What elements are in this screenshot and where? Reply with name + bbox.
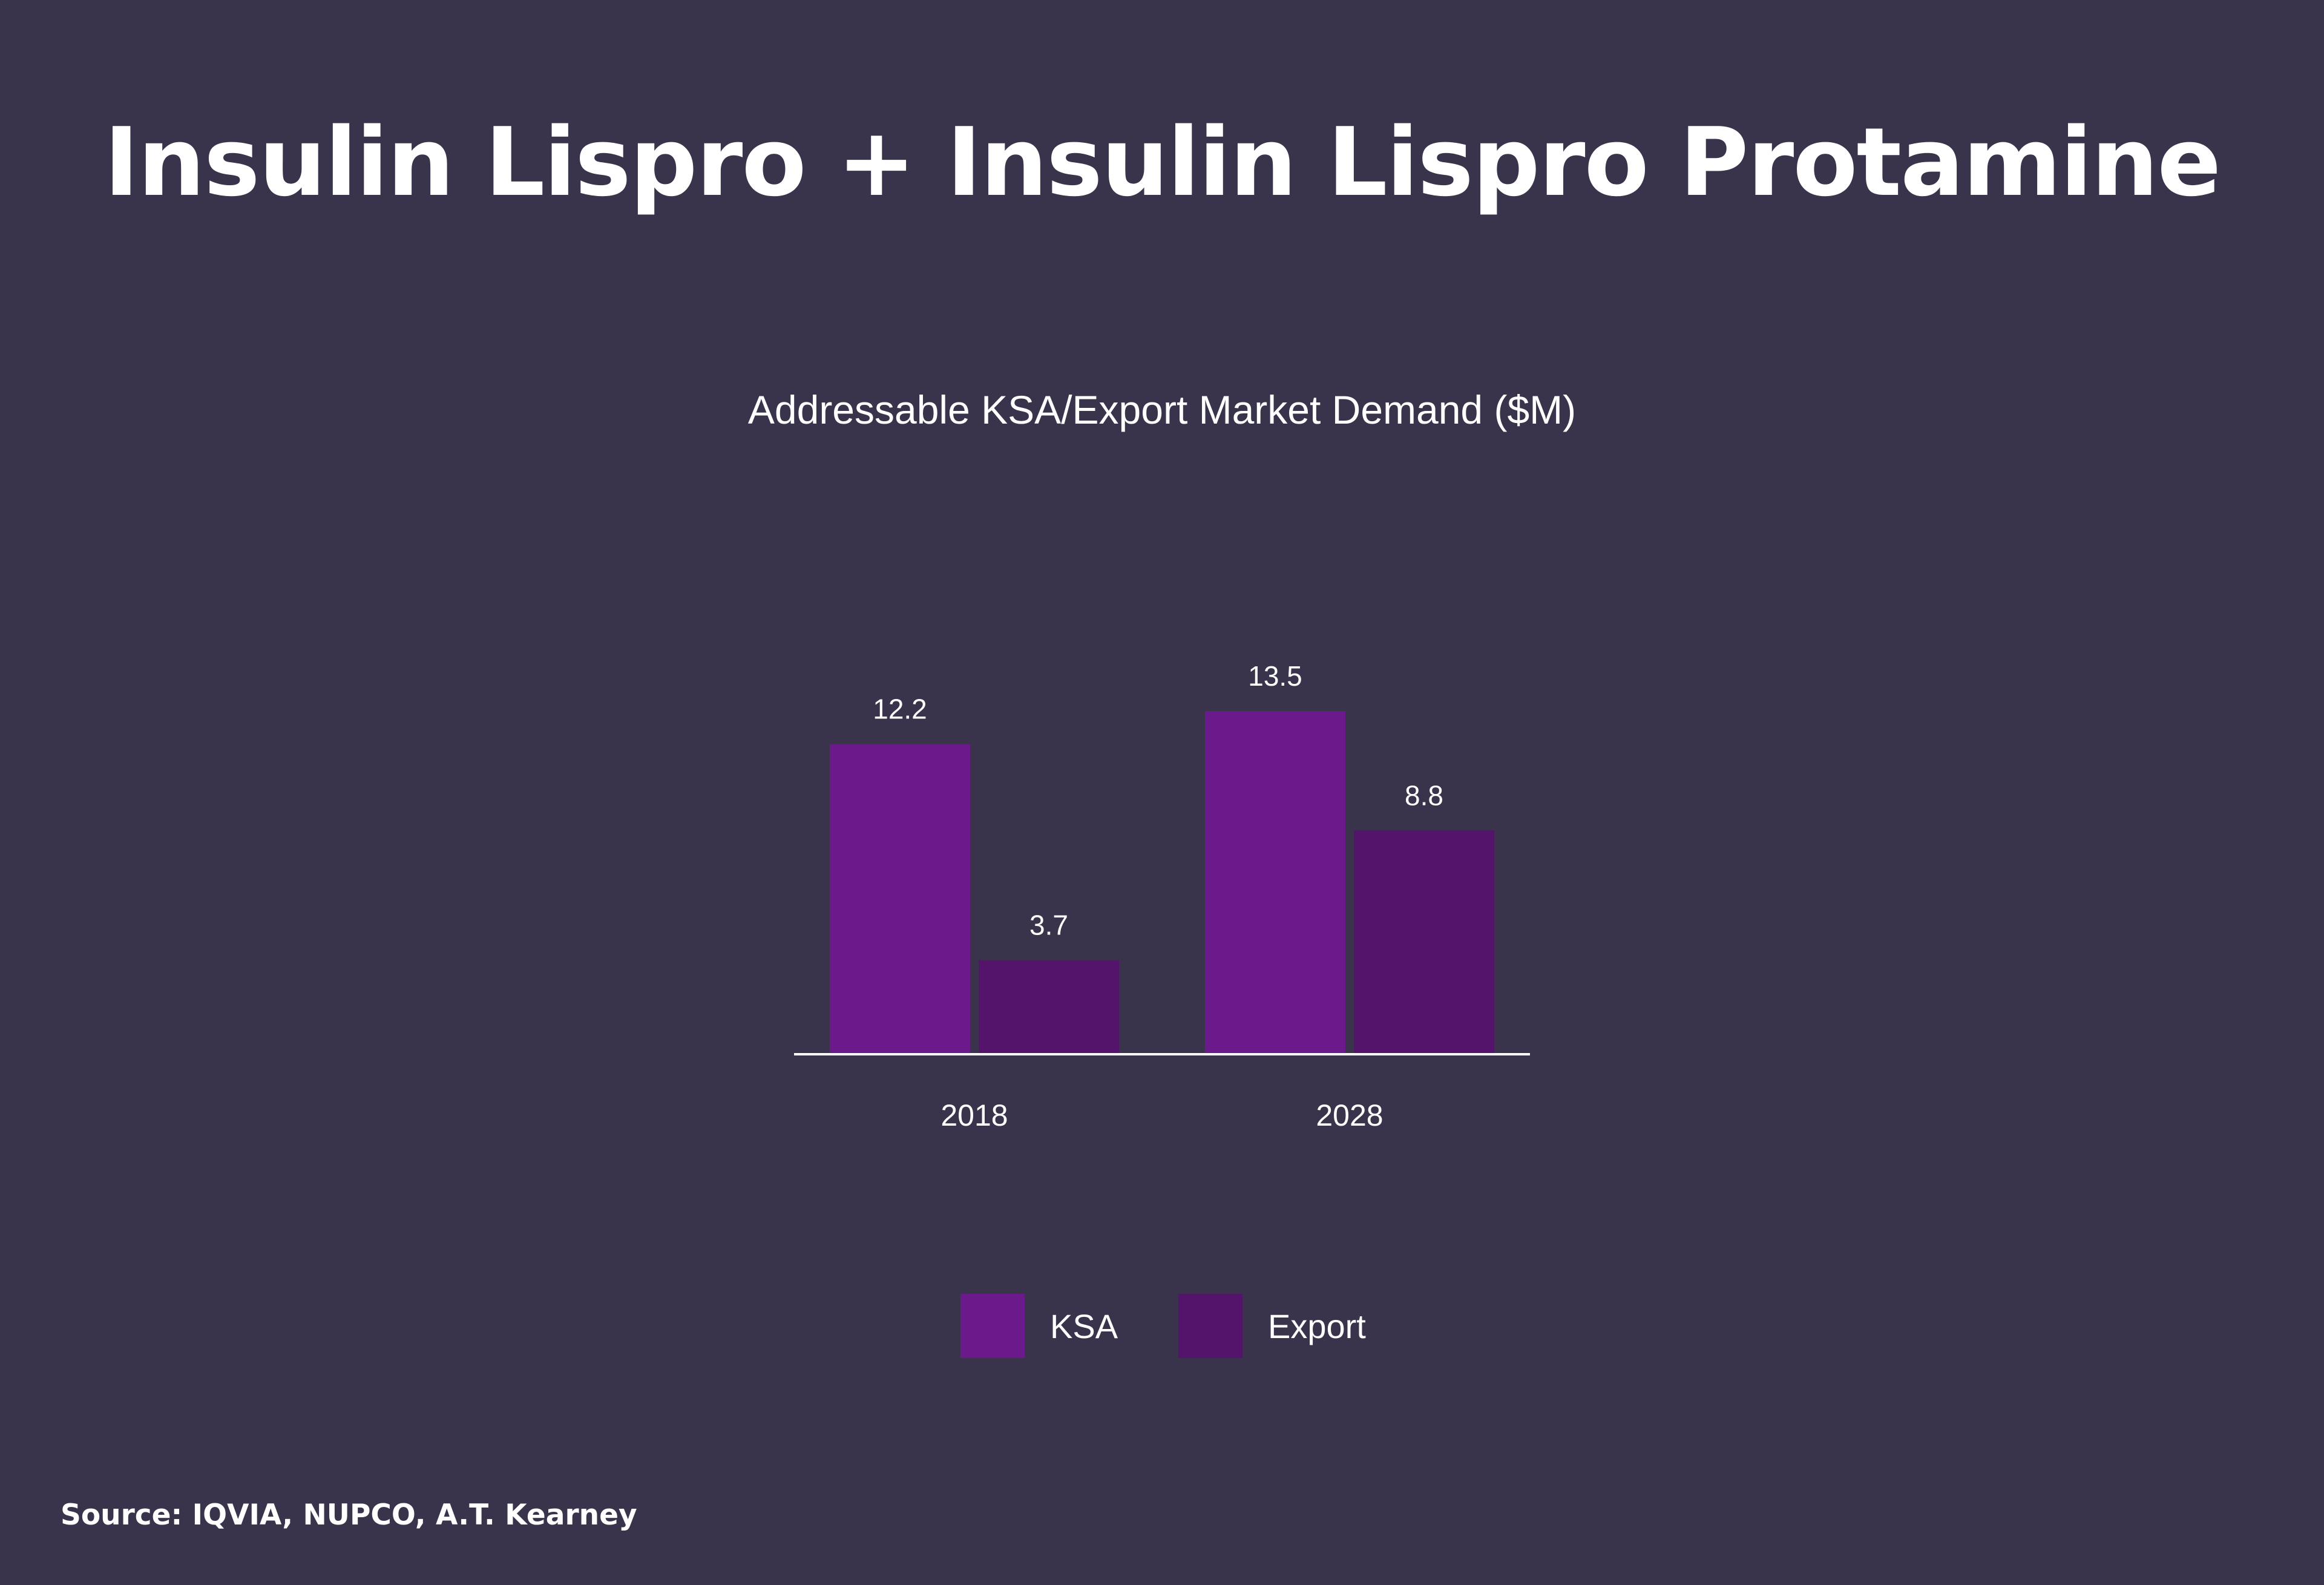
legend-swatch-ksa (960, 1294, 1025, 1358)
bar-export-2018 (979, 960, 1119, 1054)
data-label-export-2018: 3.7 (1029, 910, 1068, 941)
x-tick-labels: 2018 2028 (940, 1098, 1383, 1132)
bar-ksa-2028 (1205, 711, 1345, 1054)
x-tick-label-2018: 2018 (940, 1098, 1008, 1132)
legend: KSA Export (960, 1294, 1366, 1358)
data-label-ksa-2028: 13.5 (1248, 660, 1302, 692)
bars-layer (830, 711, 1494, 1054)
legend-swatch-export (1178, 1294, 1242, 1358)
source-note: Source: IQVIA, NUPCO, A.T. Kearney (61, 1498, 637, 1532)
bar-export-2028 (1354, 830, 1494, 1054)
page-title: Insulin Lispro + Insulin Lispro Protamin… (103, 107, 2221, 217)
chart-title: Addressable KSA/Export Market Demand ($M… (748, 387, 1576, 432)
data-label-export-2028: 8.8 (1405, 779, 1443, 811)
legend-label-ksa: KSA (1050, 1307, 1118, 1345)
legend-label-export: Export (1268, 1307, 1366, 1345)
data-label-ksa-2018: 12.2 (873, 694, 927, 725)
data-labels-layer: 12.2 3.7 13.5 8.8 (873, 660, 1443, 941)
x-tick-label-2028: 2028 (1316, 1098, 1383, 1132)
bar-ksa-2018 (830, 744, 970, 1054)
